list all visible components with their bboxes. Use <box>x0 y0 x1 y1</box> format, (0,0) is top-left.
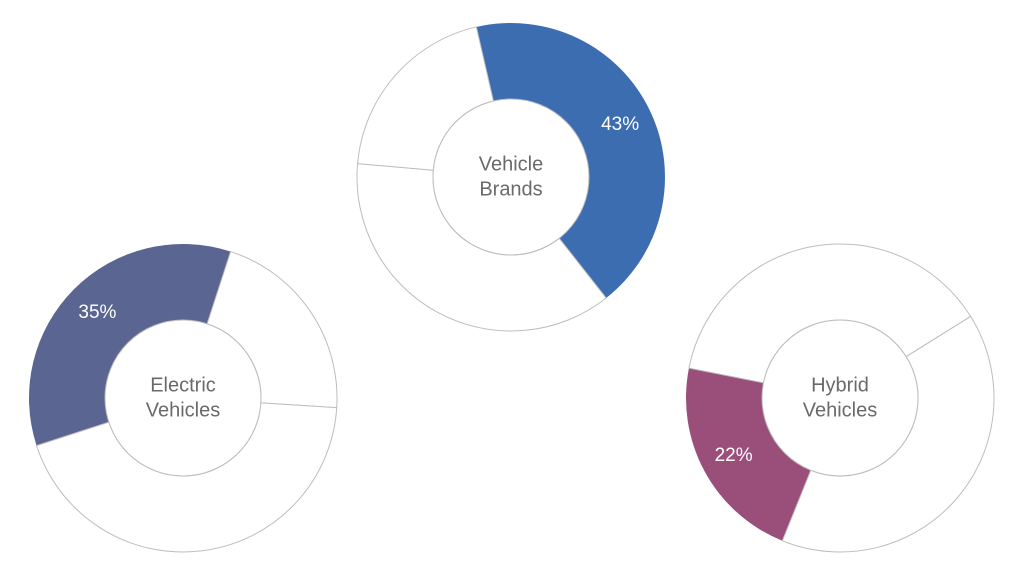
electric-vehicles-center-title-line-2: Vehicles <box>146 400 221 422</box>
hybrid-vehicles-center-title-line-2: Vehicles <box>803 400 878 422</box>
vehicle-brands-center-title-line-2: Brands <box>479 179 542 201</box>
vehicle-brands-center-hole <box>432 98 590 256</box>
vehicle-brands-donut: 43% Vehicle Brands <box>356 23 665 332</box>
vehicle-brands-slice-label: 43% <box>601 114 639 135</box>
electric-vehicles-slice-1 <box>29 244 231 446</box>
electric-vehicles-donut: 35% Electric Vehicles <box>29 244 338 553</box>
electric-vehicles-center-hole <box>104 319 262 477</box>
hybrid-vehicles-center-title-line-1: Hybrid <box>811 375 869 397</box>
hybrid-vehicles-slice-1 <box>685 368 811 541</box>
hybrid-vehicles-slice-label: 22% <box>715 445 753 466</box>
electric-vehicles-center-title-line-1: Electric <box>150 375 216 397</box>
hybrid-vehicles-donut: 22% Hybrid Vehicles <box>685 243 995 553</box>
vehicle-brands-center-title-line-1: Vehicle <box>479 154 544 176</box>
electric-vehicles-slice-label: 35% <box>78 302 116 323</box>
vehicle-brands-slice-1 <box>476 23 665 299</box>
hybrid-vehicles-center-hole <box>761 319 919 477</box>
